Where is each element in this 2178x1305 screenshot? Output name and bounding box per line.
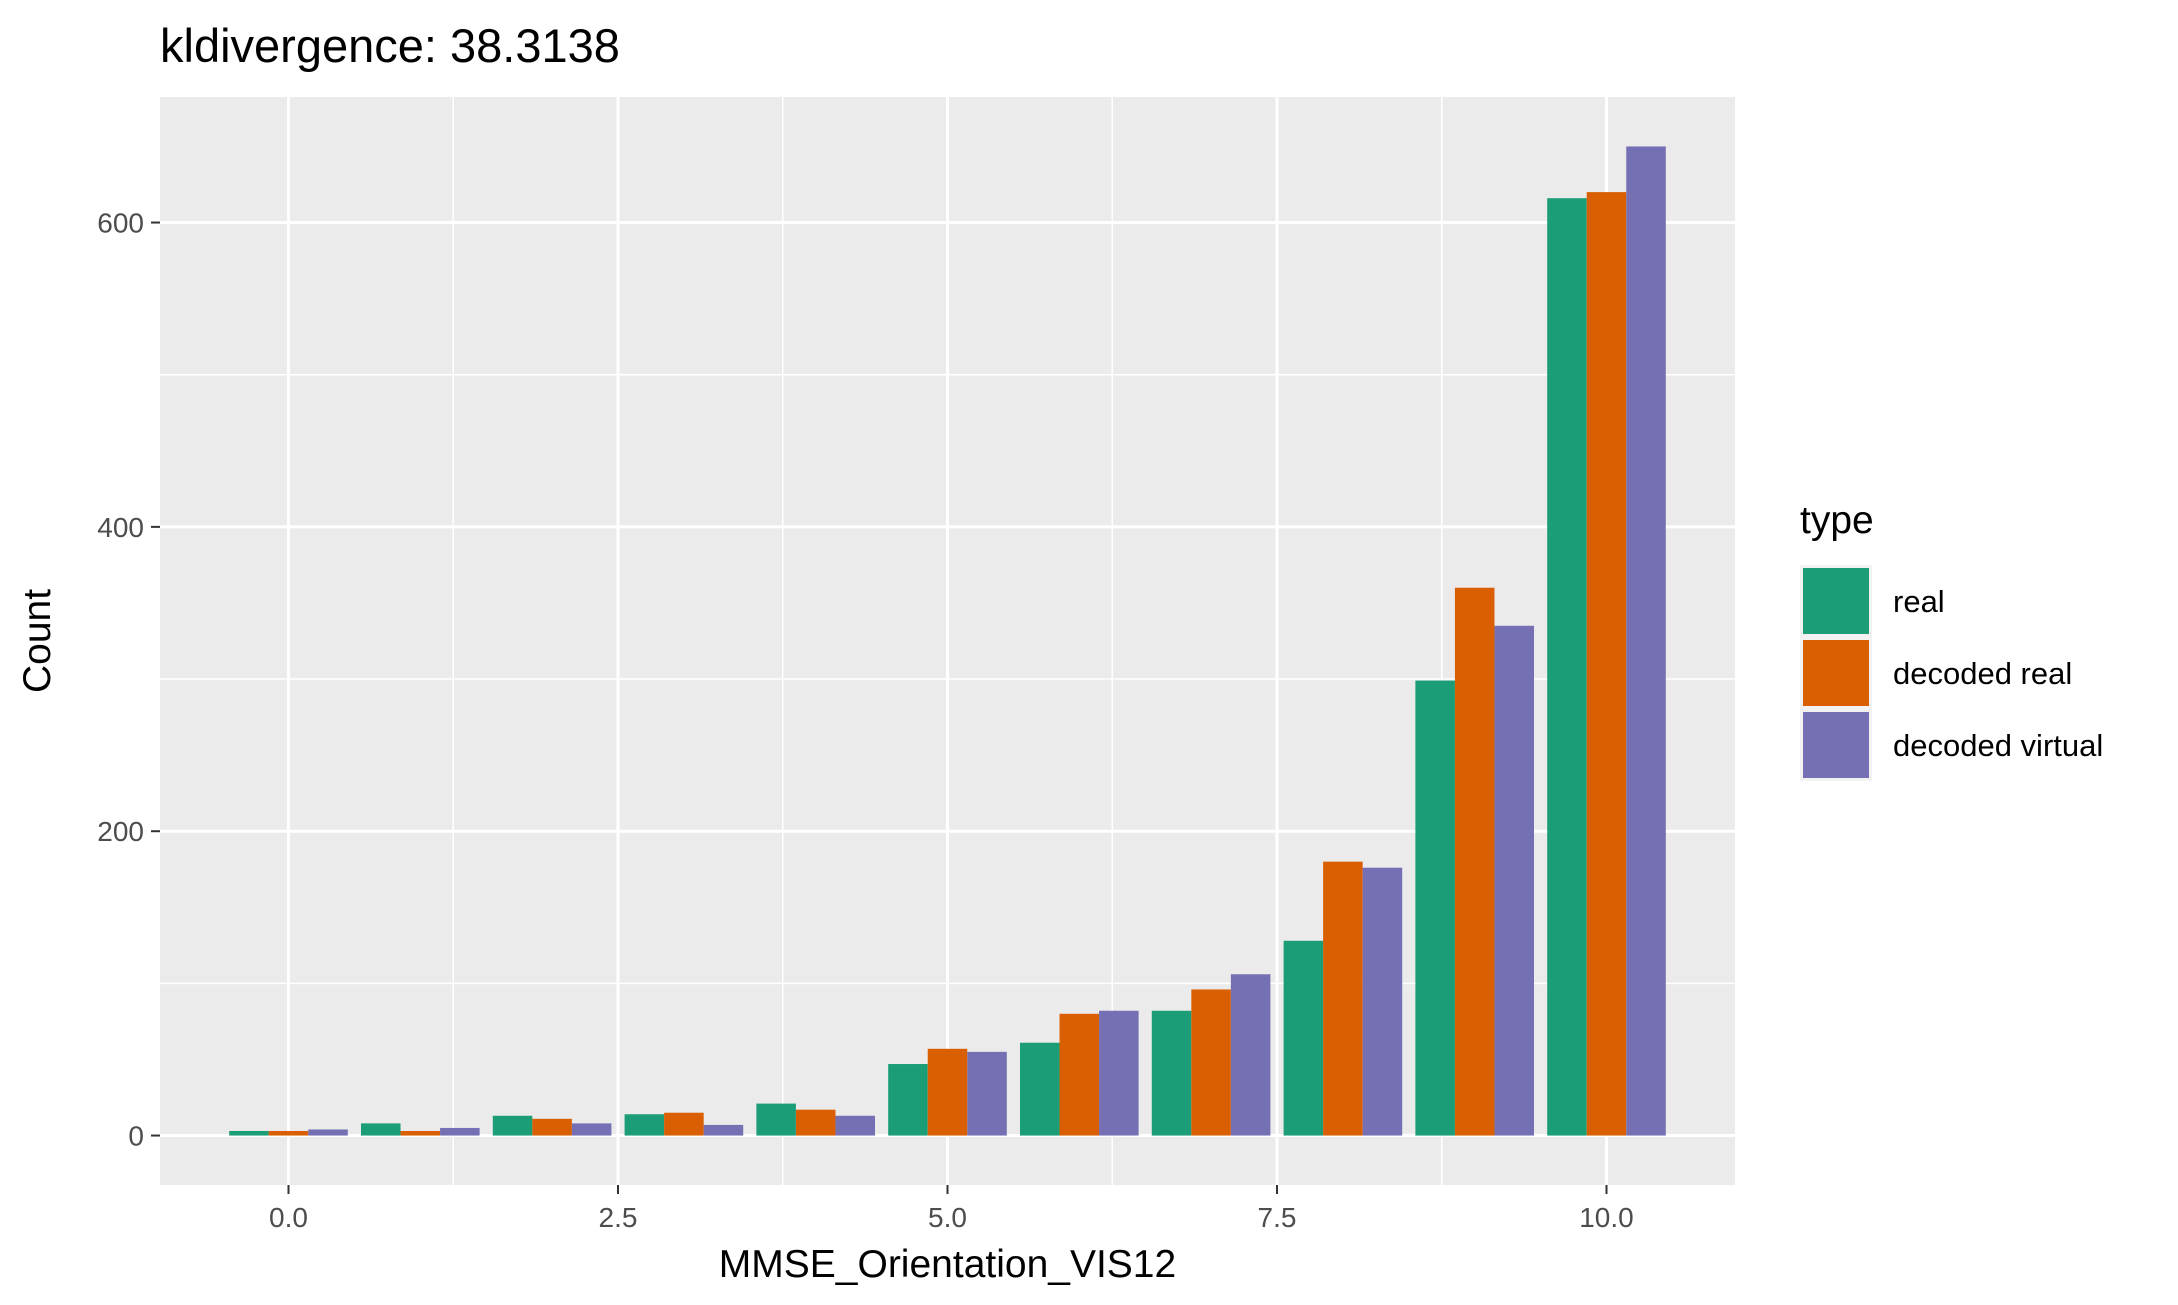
legend-label: real	[1893, 584, 1945, 619]
x-axis: 0.0 2.5 5.0 7.5 10.0	[269, 1185, 1634, 1233]
bar-decoded-virtual-9	[1494, 625, 1535, 1136]
chart-title: kldivergence: 38.3138	[160, 19, 620, 72]
bar-decoded-virtual-3	[703, 1124, 744, 1136]
bar-decoded-virtual-1	[440, 1127, 480, 1136]
bar-real-6	[1019, 1042, 1060, 1136]
bar-real-4	[756, 1103, 796, 1136]
bar-decoded-real-0	[268, 1130, 309, 1136]
bar-decoded-virtual-2	[571, 1123, 612, 1136]
x-tick-label: 10.0	[1579, 1202, 1634, 1233]
bar-decoded-real-7	[1191, 989, 1231, 1136]
bar-decoded-virtual-6	[1099, 1010, 1139, 1136]
legend-swatch-decoded-real	[1803, 640, 1869, 706]
bar-real-8	[1283, 940, 1324, 1136]
bar-decoded-real-2	[532, 1118, 572, 1136]
y-tick-label: 0	[128, 1121, 144, 1152]
bars	[229, 146, 1666, 1136]
bar-real-7	[1151, 1010, 1192, 1136]
bar-decoded-real-8	[1323, 861, 1363, 1136]
x-tick-label: 0.0	[269, 1202, 308, 1233]
bar-decoded-virtual-5	[967, 1051, 1007, 1136]
bar-real-5	[888, 1064, 928, 1136]
bar-decoded-real-4	[795, 1109, 836, 1136]
bar-decoded-virtual-8	[1362, 867, 1403, 1136]
x-axis-title: MMSE_Orientation_VIS12	[719, 1243, 1176, 1286]
bar-real-0	[229, 1130, 269, 1136]
legend-label: decoded real	[1893, 656, 2072, 691]
y-axis: 0 200 400 600	[97, 208, 160, 1152]
bar-decoded-virtual-7	[1230, 974, 1271, 1136]
x-tick-label: 5.0	[928, 1202, 967, 1233]
bar-real-1	[360, 1123, 401, 1136]
y-tick-label: 600	[97, 208, 144, 239]
legend-title: type	[1800, 499, 1874, 542]
bar-decoded-real-5	[927, 1048, 968, 1136]
bar-decoded-virtual-0	[308, 1129, 348, 1136]
x-tick-label: 7.5	[1258, 1202, 1297, 1233]
bar-decoded-real-10	[1586, 192, 1627, 1136]
legend-swatch-decoded-virtual	[1803, 712, 1869, 778]
bar-decoded-real-1	[400, 1130, 441, 1136]
bar-real-9	[1415, 680, 1455, 1136]
y-axis-title: Count	[16, 589, 59, 693]
bar-decoded-virtual-4	[835, 1115, 876, 1136]
legend-swatch-real	[1803, 568, 1869, 634]
bar-real-3	[624, 1114, 665, 1136]
x-tick-label: 2.5	[599, 1202, 638, 1233]
bar-decoded-real-9	[1454, 587, 1495, 1136]
major-gridlines	[160, 97, 1735, 1185]
legend: type real decoded real decoded virtual	[1800, 499, 2103, 781]
bar-decoded-virtual-10	[1626, 146, 1666, 1136]
bar-real-10	[1547, 198, 1587, 1136]
bar-decoded-real-6	[1059, 1013, 1100, 1136]
bar-decoded-real-3	[664, 1112, 704, 1136]
bar-real-2	[492, 1115, 533, 1136]
y-tick-label: 400	[97, 512, 144, 543]
legend-label: decoded virtual	[1893, 728, 2103, 763]
y-tick-label: 200	[97, 816, 144, 847]
